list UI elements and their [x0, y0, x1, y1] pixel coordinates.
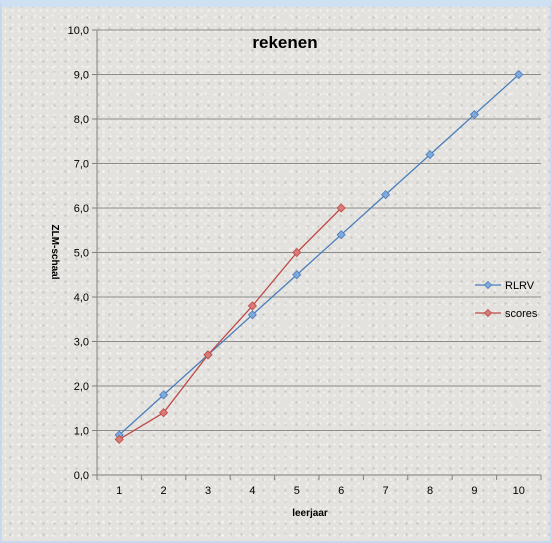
y-tick-label: 5,0 — [74, 248, 89, 260]
series-rlrv — [114, 69, 524, 440]
legend-item-scores: scores — [475, 308, 538, 320]
data-point — [336, 203, 346, 213]
y-tick-label: 3,0 — [74, 337, 89, 349]
legend-label: scores — [505, 308, 538, 320]
x-tick-label: 2 — [161, 485, 167, 497]
data-point — [247, 310, 257, 320]
x-tick-label: 3 — [205, 485, 211, 497]
data-point — [381, 190, 391, 200]
y-tick-label: 1,0 — [74, 426, 89, 438]
x-tick-label: 5 — [294, 485, 300, 497]
data-point — [292, 270, 302, 280]
data-point — [425, 150, 435, 160]
legend-label: RLRV — [505, 280, 535, 292]
x-tick-label: 4 — [249, 485, 255, 497]
legend: RLRV scores — [475, 280, 538, 320]
y-tick-label: 4,0 — [74, 292, 89, 304]
x-axis-title: leerjaar — [292, 508, 328, 519]
x-tick-label: 6 — [338, 485, 344, 497]
x-tick-labels: 1 2 3 4 5 6 7 8 9 10 — [96, 475, 542, 497]
data-point — [159, 390, 169, 400]
legend-marker — [483, 280, 493, 290]
data-point — [514, 69, 524, 80]
x-tick-label: 8 — [427, 485, 433, 497]
data-point — [203, 350, 213, 360]
data-point — [159, 408, 169, 418]
grid-lines — [92, 29, 541, 476]
y-tick-label: 9,0 — [74, 70, 89, 82]
y-axis-title: ZLM-schaal — [49, 224, 60, 279]
data-point — [469, 109, 479, 120]
legend-marker — [483, 308, 493, 318]
y-tick-label: 8,0 — [74, 114, 89, 126]
x-tick-label: 7 — [383, 485, 389, 497]
y-tick-label: 6,0 — [74, 203, 89, 215]
series-layer — [114, 69, 524, 444]
y-tick-labels: 0,0 1,0 2,0 3,0 4,0 5,0 6,0 7,0 8,0 9,0 10,0 — [68, 25, 89, 482]
y-tick-label: 10,0 — [68, 25, 89, 37]
series-scores — [114, 203, 346, 444]
y-tick-label: 0,0 — [74, 470, 89, 482]
series-line — [118, 74, 520, 436]
series-line — [118, 207, 342, 440]
data-point — [292, 247, 302, 258]
x-tick-label: 9 — [471, 485, 477, 497]
data-point — [114, 434, 124, 444]
y-tick-label: 2,0 — [74, 381, 89, 393]
legend-item-rlrv: RLRV — [475, 280, 535, 292]
x-tick-label: 1 — [116, 485, 122, 497]
x-tick-label: 10 — [513, 485, 525, 497]
y-tick-label: 7,0 — [74, 159, 89, 171]
data-point — [336, 230, 346, 240]
data-point — [247, 301, 257, 311]
chart-title: rekenen — [252, 33, 317, 52]
